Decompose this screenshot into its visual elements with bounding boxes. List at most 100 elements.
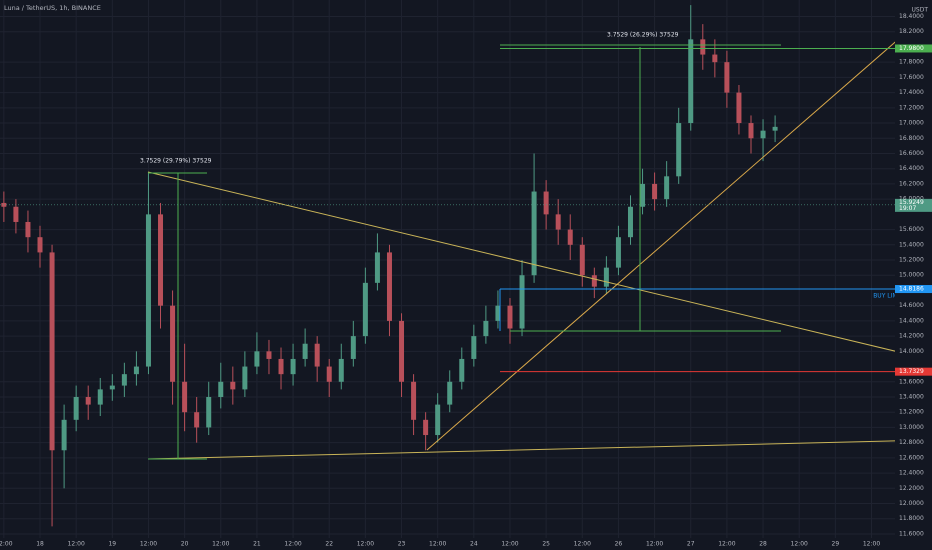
price-badge — [895, 198, 932, 212]
y-tick-label: 16.4000 — [899, 165, 924, 172]
time-axis — [0, 538, 932, 550]
y-tick-label: 11.8000 — [899, 515, 924, 522]
candle-body — [338, 358, 344, 382]
candle-body — [640, 183, 646, 207]
x-tick-label: 19 — [108, 541, 116, 548]
trend-line — [426, 9, 932, 451]
y-tick-label: 17.8000 — [899, 59, 924, 66]
y-tick-label: 14.4000 — [899, 317, 924, 324]
y-tick-label: 13.6000 — [899, 378, 924, 385]
candle-body — [748, 123, 754, 139]
price-badge-label: 14.8186 — [899, 286, 924, 293]
candle-body — [266, 351, 272, 359]
y-tick-label: 12.6000 — [899, 454, 924, 461]
measure-label: 3.7529 (26.29%) 37529 — [607, 32, 679, 39]
x-tick-label: 23 — [398, 541, 406, 548]
y-tick-label: 16.2000 — [899, 180, 924, 187]
candle-body — [627, 206, 633, 238]
candle-body — [290, 358, 296, 375]
x-tick-label: 27 — [687, 541, 695, 548]
x-tick-label: 25 — [542, 541, 550, 548]
y-tick-label: 13.0000 — [899, 424, 924, 431]
candle-body — [411, 381, 417, 420]
y-tick-label: 15.0000 — [899, 272, 924, 279]
candle-body — [61, 419, 67, 451]
candle-body — [145, 214, 151, 367]
y-tick-label: 17.2000 — [899, 104, 924, 111]
measure-label: 3.7529 (29.79%) 37529 — [140, 158, 212, 165]
candle-body — [326, 366, 332, 382]
candle-body — [760, 130, 766, 139]
candle-body — [109, 385, 115, 390]
candle-body — [447, 381, 453, 405]
y-tick-label: 18.2000 — [899, 28, 924, 35]
x-tick-label: 12:00 — [68, 541, 85, 548]
candle-body — [386, 252, 392, 321]
candle-body — [772, 126, 778, 131]
y-tick-label: 14.6000 — [899, 302, 924, 309]
y-tick-label: 14.0000 — [899, 348, 924, 355]
y-tick-label: 12.4000 — [899, 470, 924, 477]
x-tick-label: 12:00 — [718, 541, 735, 548]
x-tick-label: 12:00 — [646, 541, 663, 548]
x-tick-label: 12:00 — [0, 541, 13, 548]
candle-body — [374, 252, 380, 283]
candle-body — [254, 351, 260, 367]
y-tick-label: 17.4000 — [899, 89, 924, 96]
y-tick-label: 16.6000 — [899, 150, 924, 157]
x-tick-label: 12:00 — [212, 541, 229, 548]
y-tick-label: 13.2000 — [899, 409, 924, 416]
candle-body — [194, 412, 200, 428]
candle-body — [399, 320, 405, 382]
candle-body — [158, 214, 164, 306]
x-tick-label: 24 — [470, 541, 478, 548]
x-tick-label: 12:00 — [791, 541, 808, 548]
y-tick-label: 13.4000 — [899, 393, 924, 400]
candle-body — [49, 252, 55, 451]
candle-body — [519, 275, 525, 329]
price-badge — [895, 44, 932, 53]
x-tick-label: 28 — [759, 541, 767, 548]
candle-body — [37, 237, 43, 253]
x-tick-label: 12:00 — [284, 541, 301, 548]
candle-body — [676, 123, 682, 177]
price-badge-label: 13.7329 — [899, 368, 924, 375]
chart-title: Luna / TetherUS, 1h, BINANCE — [4, 4, 101, 12]
candle-body — [182, 381, 188, 413]
candle-body — [242, 366, 248, 390]
candle-body — [133, 366, 139, 375]
candle-body — [471, 336, 477, 359]
countdown: 19:07 — [899, 205, 916, 212]
candle-body — [712, 54, 718, 63]
y-tick-label: 12.0000 — [899, 500, 924, 507]
x-tick-label: 20 — [181, 541, 189, 548]
x-tick-label: 22 — [325, 541, 333, 548]
candle-body — [121, 374, 127, 386]
candle-body — [579, 244, 585, 276]
candle-body — [97, 389, 103, 405]
candle-body — [724, 62, 730, 93]
candle-body — [555, 214, 561, 230]
price-badge-label: 17.9800 — [899, 45, 924, 52]
candle-body — [652, 183, 658, 200]
candle-body — [664, 176, 670, 200]
x-tick-label: 21 — [253, 541, 261, 548]
price-badge — [895, 285, 932, 294]
trend-line — [147, 171, 932, 361]
x-tick-label: 12:00 — [429, 541, 446, 548]
x-tick-label: 12:00 — [574, 541, 591, 548]
x-tick-label: 29 — [832, 541, 840, 548]
axes: 11.6000 11.8000 12.0000 12.2000 12.4000 12.60… — [0, 13, 932, 548]
candle-body — [615, 237, 621, 268]
candle-body — [206, 396, 212, 428]
candle-body — [25, 221, 31, 238]
candle-body — [603, 267, 609, 287]
trend-line — [147, 439, 932, 460]
x-tick-label: 12:00 — [357, 541, 374, 548]
y-tick-label: 17.0000 — [899, 120, 924, 127]
y-tick-label: 11.6000 — [899, 530, 924, 537]
candle-body — [218, 381, 224, 397]
x-tick-label: 12:00 — [140, 541, 157, 548]
candle-body — [362, 282, 368, 337]
price-badge — [895, 367, 932, 376]
